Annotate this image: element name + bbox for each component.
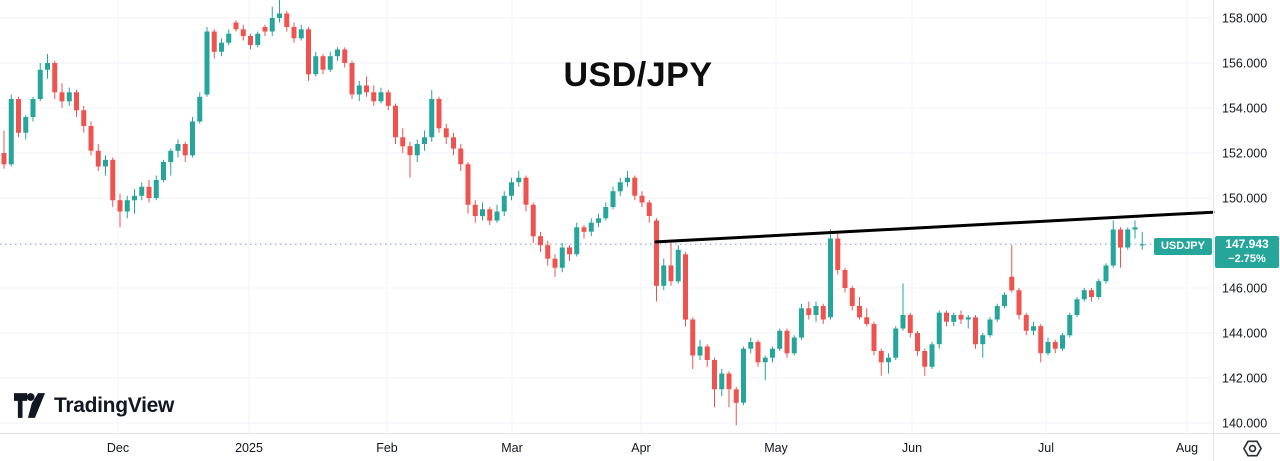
candles-series bbox=[1, 0, 1145, 426]
last-price-value: 147.943 bbox=[1225, 237, 1269, 251]
svg-text:May: May bbox=[764, 441, 788, 455]
svg-text:158.000: 158.000 bbox=[1222, 12, 1267, 26]
tradingview-logo[interactable]: TradingView bbox=[14, 392, 174, 419]
svg-text:Mar: Mar bbox=[501, 441, 523, 455]
axis-settings-icon[interactable] bbox=[1242, 438, 1263, 459]
tradingview-logo-text: TradingView bbox=[54, 393, 175, 417]
change-percent-value: −2.75% bbox=[1228, 253, 1266, 265]
svg-text:Dec: Dec bbox=[107, 441, 129, 455]
svg-text:144.000: 144.000 bbox=[1222, 327, 1267, 341]
price-axis-badge[interactable]: 147.943 −2.75% bbox=[1215, 236, 1279, 268]
svg-text:150.000: 150.000 bbox=[1222, 192, 1267, 206]
symbol-watermark-title: USD/JPY bbox=[563, 56, 713, 94]
svg-text:Feb: Feb bbox=[376, 441, 398, 455]
svg-text:142.000: 142.000 bbox=[1222, 372, 1267, 386]
svg-text:Jul: Jul bbox=[1038, 441, 1054, 455]
svg-text:Apr: Apr bbox=[631, 441, 650, 455]
time-axis-labels: Dec 2025 Feb Mar Apr May Jun Jul Aug bbox=[107, 441, 1198, 455]
svg-text:156.000: 156.000 bbox=[1222, 57, 1267, 71]
svg-text:Aug: Aug bbox=[1176, 441, 1198, 455]
svg-text:Jun: Jun bbox=[902, 441, 922, 455]
svg-text:2025: 2025 bbox=[235, 441, 263, 455]
svg-text:152.000: 152.000 bbox=[1222, 147, 1267, 161]
trendline-drawing[interactable] bbox=[654, 210, 1215, 244]
tradingview-mark-icon bbox=[14, 393, 45, 418]
price-axis-labels: 158.000 156.000 154.000 152.000 150.000 146.0… bbox=[1222, 12, 1267, 431]
svg-text:140.000: 140.000 bbox=[1222, 417, 1267, 431]
svg-text:154.000: 154.000 bbox=[1222, 102, 1267, 116]
svg-text:146.000: 146.000 bbox=[1222, 282, 1267, 296]
symbol-price-label-badge[interactable]: USDJPY bbox=[1153, 238, 1212, 255]
